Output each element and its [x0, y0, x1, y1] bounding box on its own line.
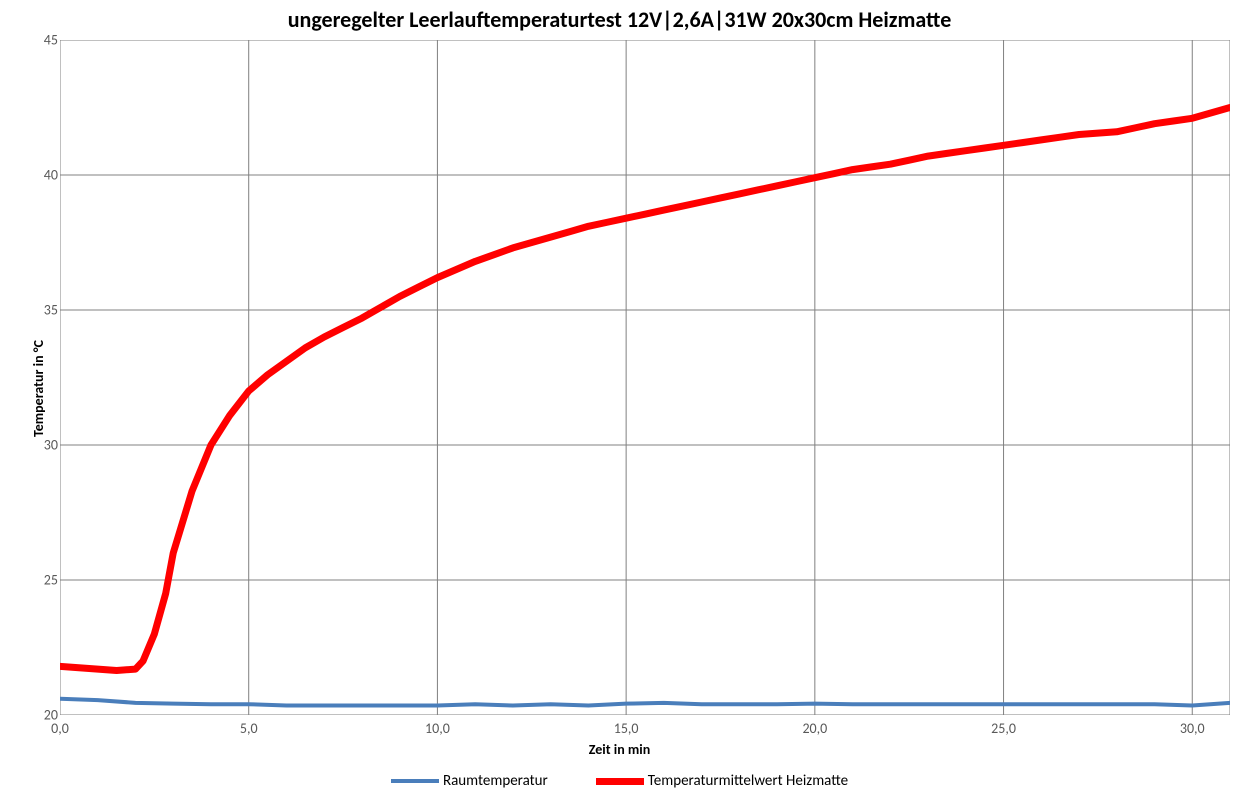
x-tick-label: 20,0: [802, 720, 827, 737]
legend-swatch-1: [596, 778, 644, 785]
x-tick-label: 15,0: [614, 720, 639, 737]
legend-item-0: Raumtemperatur: [391, 772, 548, 790]
legend-item-1: Temperaturmittelwert Heizmatte: [596, 772, 848, 790]
x-tick-label: 30,0: [1180, 720, 1205, 737]
x-tick-label: 25,0: [991, 720, 1016, 737]
x-tick-label: 0,0: [51, 720, 69, 737]
series-line-1: [60, 108, 1230, 671]
legend: Raumtemperatur Temperaturmittelwert Heizm…: [0, 772, 1239, 790]
x-axis-label: Zeit in min: [0, 741, 1239, 758]
y-axis-label: Temperatur in °C: [30, 340, 47, 437]
legend-label-0: Raumtemperatur: [443, 772, 548, 790]
series-line-0: [60, 699, 1230, 706]
plot-area: [60, 40, 1230, 715]
y-tick-label: 35: [18, 302, 58, 319]
chart-title: ungeregelter Leerlauftemperaturtest 12V|…: [0, 6, 1239, 33]
legend-label-1: Temperaturmittelwert Heizmatte: [648, 772, 848, 790]
x-tick-label: 10,0: [425, 720, 450, 737]
legend-swatch-0: [391, 779, 439, 783]
y-tick-label: 30: [18, 437, 58, 454]
x-tick-label: 5,0: [240, 720, 258, 737]
y-tick-label: 45: [18, 32, 58, 49]
y-tick-label: 40: [18, 167, 58, 184]
y-tick-label: 25: [18, 572, 58, 589]
